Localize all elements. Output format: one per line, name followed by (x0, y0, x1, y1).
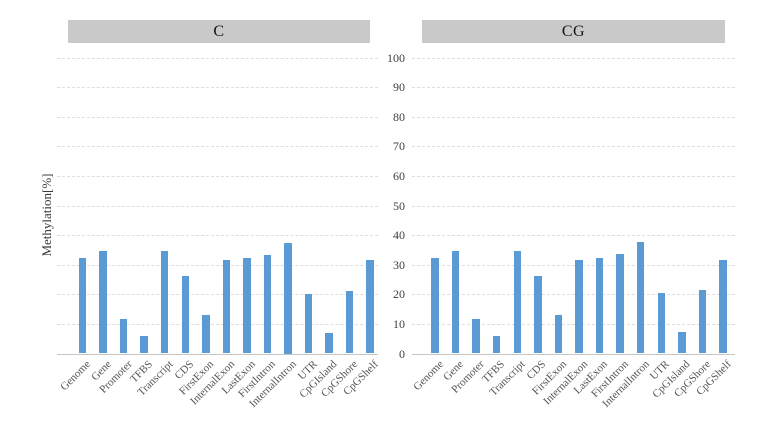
bar (698, 290, 707, 354)
panel-c-title: C (213, 22, 225, 40)
gridline (57, 294, 378, 296)
bar (78, 257, 87, 354)
bar (678, 332, 686, 354)
bar (140, 335, 148, 354)
gridline (57, 146, 378, 148)
y-tick-label: 40 (393, 228, 405, 243)
bar (575, 260, 583, 354)
x-axis-baseline (412, 353, 735, 355)
y-tick-label: 80 (393, 109, 405, 124)
y-tick-label: 60 (393, 168, 405, 183)
gridline (412, 57, 735, 59)
x-axis-baseline (57, 353, 378, 355)
bar (492, 335, 501, 354)
gridline (57, 116, 378, 118)
panel-cg-header: CG (422, 20, 725, 43)
bar (595, 258, 604, 354)
bar (366, 260, 374, 354)
y-tick-label: 30 (393, 257, 405, 272)
bar (99, 251, 107, 354)
bar (451, 251, 460, 354)
x-tick-label: Genome (410, 357, 446, 393)
bar (181, 275, 189, 354)
y-tick-label: 100 (387, 50, 405, 65)
bar (325, 332, 333, 354)
bar (202, 315, 210, 354)
panel-c-header: C (68, 20, 370, 43)
bar (616, 254, 624, 354)
gridline (57, 87, 378, 89)
bar (160, 251, 169, 354)
gridline (57, 264, 378, 266)
bar (534, 275, 542, 354)
gridline (57, 235, 378, 237)
gridline (57, 175, 378, 177)
bar (243, 258, 251, 354)
bar (119, 319, 128, 354)
gridline (412, 146, 735, 148)
bar (345, 290, 354, 354)
bar (263, 254, 272, 354)
gridline (412, 87, 735, 89)
gridline (412, 323, 735, 325)
y-tick-label: 50 (393, 198, 405, 213)
bar (304, 293, 313, 354)
bar (222, 260, 231, 354)
x-tick-label: Genome (58, 357, 94, 393)
y-axis-title: Methylation[%] (39, 173, 54, 257)
bar (284, 242, 292, 354)
bar (719, 260, 727, 354)
y-tick-label: 10 (393, 316, 405, 331)
bar (554, 315, 563, 354)
y-tick-label: 90 (393, 80, 405, 95)
gridline (57, 205, 378, 207)
bar (636, 242, 645, 354)
bar (657, 293, 666, 354)
y-tick-label: 20 (393, 287, 405, 302)
bar (472, 319, 480, 354)
y-tick-label: 0 (399, 346, 405, 361)
y-tick-label: 70 (393, 139, 405, 154)
gridline (57, 323, 378, 325)
gridline (412, 205, 735, 207)
bar (513, 251, 522, 354)
bar (431, 257, 439, 354)
gridline (57, 57, 378, 59)
gridline (412, 264, 735, 266)
gridline (412, 116, 735, 118)
gridline (412, 294, 735, 296)
panel-cg-title: CG (561, 22, 586, 40)
gridline (412, 235, 735, 237)
gridline (412, 175, 735, 177)
